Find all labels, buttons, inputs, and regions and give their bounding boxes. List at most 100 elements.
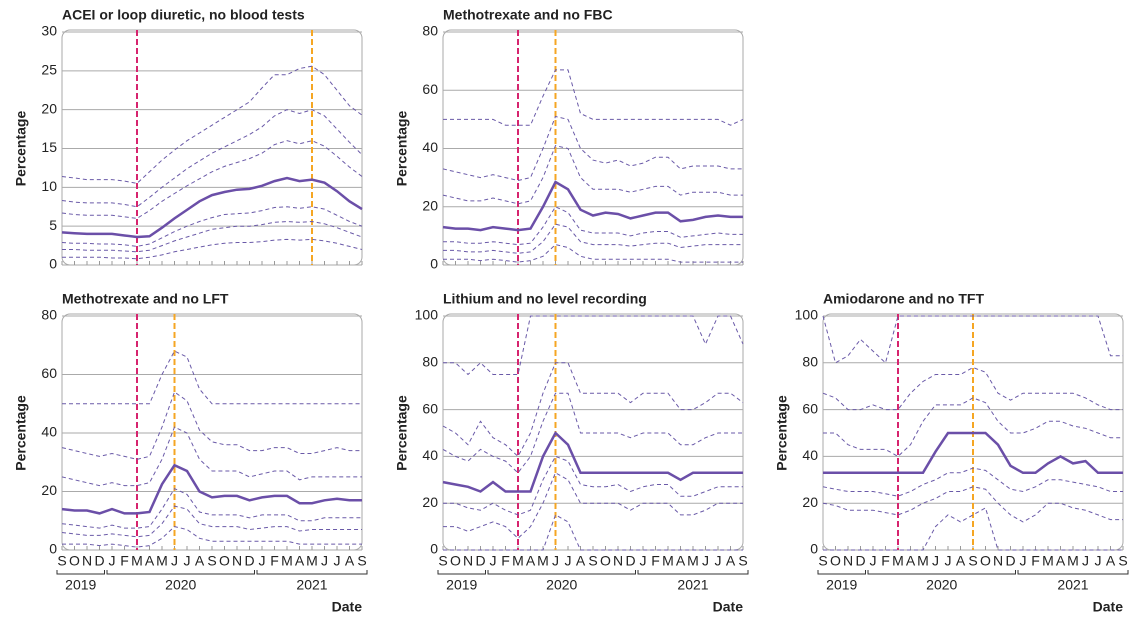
year-bracket (817, 570, 866, 575)
decile-line (442, 362, 744, 458)
x-tick-label: F (501, 553, 510, 569)
x-tick-label: S (588, 553, 597, 569)
x-tick-label: S (738, 553, 747, 569)
y-tick-label: 0 (430, 256, 438, 272)
median-line (61, 176, 363, 239)
plot-frame (442, 313, 744, 551)
y-tick-label: 25 (41, 62, 57, 78)
x-tick-label: J (109, 553, 116, 569)
y-axis-title: Percentage (394, 395, 410, 471)
x-tick-label: A (145, 553, 155, 569)
x-tick-label: A (576, 553, 586, 569)
decile-line (443, 206, 743, 246)
year-bracket (437, 570, 486, 575)
y-tick-label: 20 (802, 494, 818, 510)
year-label: 2020 (926, 577, 957, 593)
y-tick-label: 100 (795, 307, 819, 323)
x-tick-label: S (207, 553, 216, 569)
x-tick-label: M (892, 553, 904, 569)
decile-line (443, 472, 743, 539)
y-tick-label: 40 (802, 447, 818, 463)
x-tick-label: N (463, 553, 473, 569)
y-tick-label: 60 (422, 81, 438, 97)
year-bracket (637, 570, 749, 575)
x-tick-label: J (932, 553, 939, 569)
x-tick-label: M (306, 553, 318, 569)
y-axis-title: Percentage (13, 395, 29, 471)
decile-line (62, 350, 362, 405)
y-axis-title: Percentage (394, 111, 410, 187)
x-tick-label: N (232, 553, 242, 569)
x-tick-label: N (613, 553, 623, 569)
decile-line (443, 514, 743, 551)
year-label: 2021 (677, 577, 708, 593)
x-tick-label: M (687, 553, 699, 569)
x-tick-label: M (662, 553, 674, 569)
median-line (823, 431, 1123, 475)
chart-title: Amiodarone and no TFT (823, 291, 984, 307)
y-tick-label: 60 (41, 365, 57, 381)
x-tick-label: F (881, 553, 890, 569)
chart-title: Methotrexate and no LFT (62, 291, 229, 307)
decile-line (61, 505, 362, 538)
year-bracket (56, 570, 105, 575)
year-bracket (1017, 570, 1129, 575)
x-axis-title: Date (332, 599, 363, 615)
x-tick-label: M (281, 553, 293, 569)
x-tick-label: J (1020, 553, 1027, 569)
y-tick-label: 20 (41, 100, 57, 116)
decile-line (442, 145, 743, 205)
year-label: 2019 (65, 577, 96, 593)
y-tick-label: 80 (422, 23, 438, 39)
y-tick-label: 20 (422, 197, 438, 213)
y-tick-label: 5 (49, 217, 57, 233)
x-tick-label: A (295, 553, 305, 569)
decile-line (61, 140, 363, 219)
decile-line (443, 315, 744, 376)
year-label: 2021 (1057, 577, 1088, 593)
x-tick-label: S (968, 553, 977, 569)
x-axis-title: Date (713, 599, 744, 615)
decile-line (62, 526, 362, 548)
x-tick-label: J (334, 553, 341, 569)
decile-line (61, 109, 363, 208)
x-tick-label: J (870, 553, 877, 569)
decile-line (62, 220, 363, 253)
year-bracket (106, 570, 255, 575)
y-tick-label: 40 (41, 424, 57, 440)
year-bracket (487, 570, 636, 575)
y-tick-label: 80 (422, 354, 438, 370)
y-tick-label: 80 (802, 354, 818, 370)
y-tick-label: 10 (41, 178, 57, 194)
x-tick-label: J (1082, 553, 1089, 569)
x-tick-label: J (1095, 553, 1102, 569)
x-tick-label: M (1042, 553, 1054, 569)
decile-line (61, 391, 362, 460)
year-label: 2020 (165, 577, 196, 593)
decile-line (62, 238, 363, 260)
decile-line (443, 223, 743, 254)
decile-line (443, 244, 743, 263)
decile-line (823, 507, 1123, 551)
year-label: 2019 (446, 577, 477, 593)
decile-line (822, 486, 1123, 523)
decile-line (443, 69, 744, 126)
x-tick-label: S (1118, 553, 1127, 569)
y-tick-label: 20 (41, 482, 57, 498)
decile-line (61, 65, 363, 184)
x-tick-label: O (830, 553, 841, 569)
y-tick-label: 0 (810, 541, 818, 557)
x-tick-label: J (490, 553, 497, 569)
y-tick-label: 0 (49, 256, 57, 272)
decile-line (61, 426, 362, 487)
x-tick-label: M (917, 553, 929, 569)
x-tick-label: N (82, 553, 92, 569)
x-tick-label: O (980, 553, 991, 569)
x-tick-label: J (321, 553, 328, 569)
median-line (442, 180, 743, 232)
year-label: 2020 (546, 577, 577, 593)
x-tick-label: D (94, 553, 104, 569)
decile-line (61, 487, 362, 529)
